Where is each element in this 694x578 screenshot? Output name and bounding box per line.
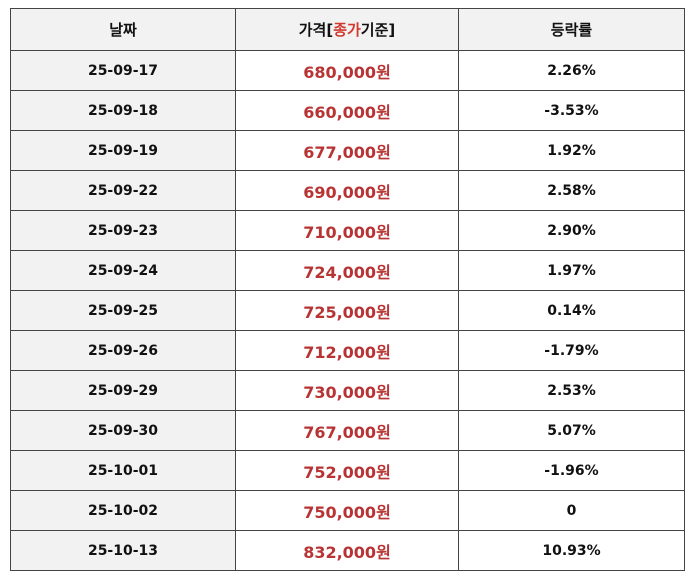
price-cell: 690,000원 [235,170,459,211]
price-cell: 680,000원 [235,50,459,91]
table-row: 25-09-19 677,000원 1.92% [10,130,685,171]
table-row: 25-09-23 710,000원 2.90% [10,210,685,251]
header-cell: 등락률 [458,8,685,51]
date-cell: 25-09-18 [10,90,236,131]
table-row: 25-09-29 730,000원 2.53% [10,370,685,411]
table-body: 25-09-17 680,000원 2.26% 25-09-18 660,000원 -3.… [10,50,685,571]
change-cell: 2.58% [458,170,685,211]
price-cell: 712,000원 [235,330,459,371]
price-cell: 710,000원 [235,210,459,251]
table-row: 25-09-26 712,000원 -1.79% [10,330,685,371]
change-cell: 2.26% [458,50,685,91]
price-cell: 725,000원 [235,290,459,331]
date-cell: 25-09-17 [10,50,236,91]
header-cell: 날짜 [10,8,236,51]
price-cell: 730,000원 [235,370,459,411]
date-cell: 25-09-19 [10,130,236,171]
change-cell: 0.14% [458,290,685,331]
change-cell: 1.92% [458,130,685,171]
change-cell: -1.79% [458,330,685,371]
date-cell: 25-10-02 [10,490,236,531]
price-cell: 750,000원 [235,490,459,531]
table-header: 날짜 가격[종가기준] 등락률 [10,8,685,51]
price-table: 날짜 가격[종가기준] 등락률 25-09-17 680,000원 2.26% 25-… [10,8,685,571]
date-cell: 25-10-01 [10,450,236,491]
date-cell: 25-09-23 [10,210,236,251]
date-cell: 25-09-29 [10,370,236,411]
change-cell: 2.90% [458,210,685,251]
price-cell: 832,000원 [235,530,459,571]
date-cell: 25-09-22 [10,170,236,211]
change-cell: -3.53% [458,90,685,131]
price-cell: 660,000원 [235,90,459,131]
table-row: 25-09-18 660,000원 -3.53% [10,90,685,131]
date-cell: 25-09-30 [10,410,236,451]
change-cell: 1.97% [458,250,685,291]
change-cell: -1.96% [458,450,685,491]
date-cell: 25-09-25 [10,290,236,331]
change-cell: 2.53% [458,370,685,411]
price-cell: 752,000원 [235,450,459,491]
table-row: 25-10-01 752,000원 -1.96% [10,450,685,491]
date-cell: 25-09-26 [10,330,236,371]
change-cell: 5.07% [458,410,685,451]
price-cell: 677,000원 [235,130,459,171]
header-text: 가격[ [298,21,334,39]
table-row: 25-10-13 832,000원 10.93% [10,530,685,571]
price-cell: 724,000원 [235,250,459,291]
table-row: 25-09-25 725,000원 0.14% [10,290,685,331]
header-highlight: 종가 [333,21,361,39]
change-cell: 0 [458,490,685,531]
table-row: 25-09-17 680,000원 2.26% [10,50,685,91]
price-cell: 767,000원 [235,410,459,451]
date-cell: 25-09-24 [10,250,236,291]
table-row: 25-09-30 767,000원 5.07% [10,410,685,451]
header-row: 날짜 가격[종가기준] 등락률 [10,8,685,51]
table-row: 25-09-22 690,000원 2.58% [10,170,685,211]
date-cell: 25-10-13 [10,530,236,571]
change-cell: 10.93% [458,530,685,571]
table-row: 25-09-24 724,000원 1.97% [10,250,685,291]
header-text: 기준] [360,21,396,39]
table-row: 25-10-02 750,000원 0 [10,490,685,531]
header-cell: 가격[종가기준] [235,8,459,51]
